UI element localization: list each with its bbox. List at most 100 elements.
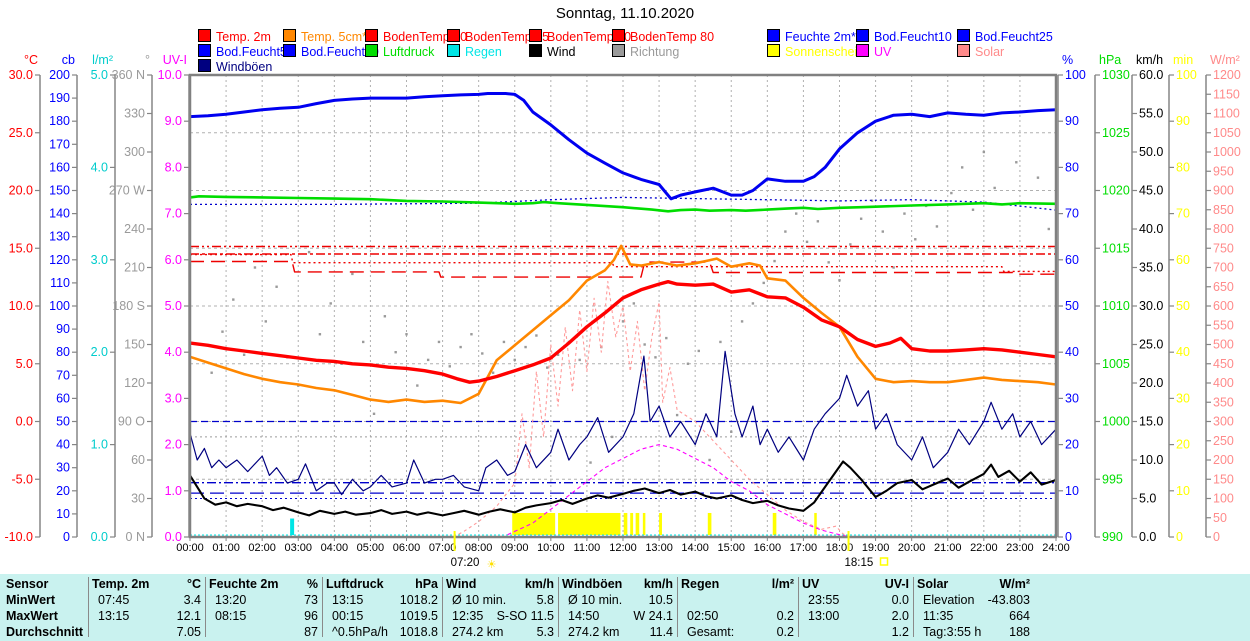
sunshine-bar xyxy=(772,512,777,535)
axis-tick-label: 50.0 xyxy=(1139,145,1163,159)
legend-label: Temp. 5cm* xyxy=(301,30,367,44)
stat-value: 11.4 xyxy=(649,625,673,639)
legend-swatch xyxy=(198,29,211,42)
stat-value: 1018.2 xyxy=(399,593,438,607)
axis-tick-label: 990 xyxy=(1102,530,1123,544)
sunshine-bar xyxy=(558,512,621,535)
axis-tick-label: 40 xyxy=(1065,345,1079,359)
page-title: Sonntag, 11.10.2020 xyxy=(555,5,695,22)
axis-tick-label: 170 xyxy=(49,137,70,151)
stat-value: 0.0 xyxy=(891,593,909,607)
axis-tick-label: 1030 xyxy=(1102,68,1130,82)
axis-tick-label: 50 xyxy=(1176,299,1190,313)
axis-tick-label: 270 W xyxy=(109,184,145,198)
legend-item-luftdruck: Luftdruck xyxy=(365,44,434,59)
wind-direction-dot xyxy=(1036,176,1040,179)
wind-direction-dot xyxy=(686,362,690,365)
table-separator xyxy=(442,577,443,637)
table-separator xyxy=(322,577,323,637)
wind-direction-dot xyxy=(589,461,592,464)
stat-value-time: ^0.5hPa/h xyxy=(332,625,388,639)
axis-tick-label: 60.0 xyxy=(1139,68,1163,82)
legend-item-bod-feucht10: Bod.Feucht10 xyxy=(856,29,952,44)
axis-unit-label: % xyxy=(1062,53,1073,67)
x-tick-label: 10:00 xyxy=(537,542,565,554)
axis-tick-label: 650 xyxy=(1213,280,1234,294)
axis-tick-label: 5.0 xyxy=(1139,492,1156,506)
wind-direction-dot xyxy=(697,349,700,353)
series-bod-feucht-10 xyxy=(190,196,1056,211)
wind-direction-dot xyxy=(740,320,744,323)
stat-col-name: Solar xyxy=(917,577,949,591)
wind-direction-dot xyxy=(307,250,311,254)
axis-tick-label: 2.0 xyxy=(91,345,108,359)
wind-direction-dot xyxy=(210,371,213,374)
axis-tick-label: 45.0 xyxy=(1139,184,1163,198)
legend-swatch xyxy=(767,29,780,42)
series-uv xyxy=(507,444,851,537)
sunshine-bar xyxy=(623,512,628,535)
wind-direction-dot xyxy=(610,435,614,439)
legend-swatch xyxy=(529,44,542,57)
stat-row-label: Durchschnitt xyxy=(6,625,84,639)
wind-direction-dot xyxy=(892,266,895,269)
wind-direction-dot xyxy=(253,266,257,269)
axis-tick-label: 110 xyxy=(50,276,70,290)
wind-direction-dot xyxy=(264,320,267,323)
legend-label: BodenTemp 10 xyxy=(383,30,468,44)
table-separator xyxy=(558,577,559,637)
stat-value-time: 13:00 xyxy=(808,609,840,623)
wind-direction-dot xyxy=(1047,227,1050,231)
axis-tick-label: 80 xyxy=(1065,160,1079,174)
x-tick-label: 12:00 xyxy=(609,542,637,554)
axis-tick-label: 140 xyxy=(49,207,70,221)
stat-value-time: 12:35 xyxy=(452,609,484,623)
axis-tick-label: 60 xyxy=(131,453,145,467)
axis-tick-label: 1150 xyxy=(1213,87,1240,101)
wind-direction-dot xyxy=(491,371,495,374)
wind-direction-dot xyxy=(394,351,397,354)
axis-tick-label: 10 xyxy=(1176,484,1190,498)
wind-direction-dot xyxy=(827,261,830,264)
axis-tick-label: 30 xyxy=(1176,391,1190,405)
series-wind xyxy=(190,460,1056,517)
legend-label: Feuchte 2m* xyxy=(785,30,856,44)
axis-tick-label: 100 xyxy=(1176,68,1197,82)
stat-value: 5.8 xyxy=(536,593,554,607)
sunshine-bar xyxy=(659,512,662,535)
wind-direction-dot xyxy=(318,333,322,336)
axis-tick-label: 30.0 xyxy=(9,68,33,82)
x-tick-label: 01:00 xyxy=(212,542,240,554)
axis-tick-label: 40 xyxy=(1176,345,1190,359)
axis-tick-label: 995 xyxy=(1102,472,1123,486)
axis-tick-label: 20 xyxy=(1176,438,1190,452)
stat-value: 664 xyxy=(1009,609,1030,623)
legend-label: UV xyxy=(874,45,892,59)
wind-direction-dot xyxy=(950,191,953,195)
axis-tick-label: 1.0 xyxy=(165,484,182,498)
wind-direction-dot xyxy=(773,259,776,263)
axis-tick-label: 150 xyxy=(49,184,70,198)
axis-tick-label: 120 xyxy=(124,376,145,390)
wind-direction-dot xyxy=(795,212,798,215)
stat-value-time: Gesamt: xyxy=(687,625,735,639)
axis-tick-label: 850 xyxy=(1213,203,1234,217)
axis-tick-label: 10.0 xyxy=(1139,453,1163,467)
axis-tick-label: 210 xyxy=(124,261,145,275)
legend-item-wind: Wind xyxy=(529,44,575,59)
x-tick-label: 04:00 xyxy=(321,542,349,554)
stat-col-unit: W/m² xyxy=(999,577,1030,591)
stat-col-name: Temp. 2m xyxy=(92,577,150,591)
legend-swatch xyxy=(447,29,460,42)
stat-value: 1.2 xyxy=(891,625,909,639)
legend-label: BodenTemp 25 xyxy=(465,30,550,44)
legend-label: Bod.Feucht80 xyxy=(301,45,379,59)
axis-tick-label: 130 xyxy=(49,230,70,244)
sunshine-bar xyxy=(630,512,634,535)
wind-direction-dot xyxy=(1015,161,1018,164)
stats-table: Sensor MinWert MaxWert Durchschnitt Temp. 2m… xyxy=(0,574,1250,641)
wind-direction-dot xyxy=(481,352,484,355)
x-tick-label: 17:00 xyxy=(790,542,818,554)
axis-tick-label: 90 O xyxy=(118,415,145,429)
stat-value-time: 00:15 xyxy=(332,609,364,623)
